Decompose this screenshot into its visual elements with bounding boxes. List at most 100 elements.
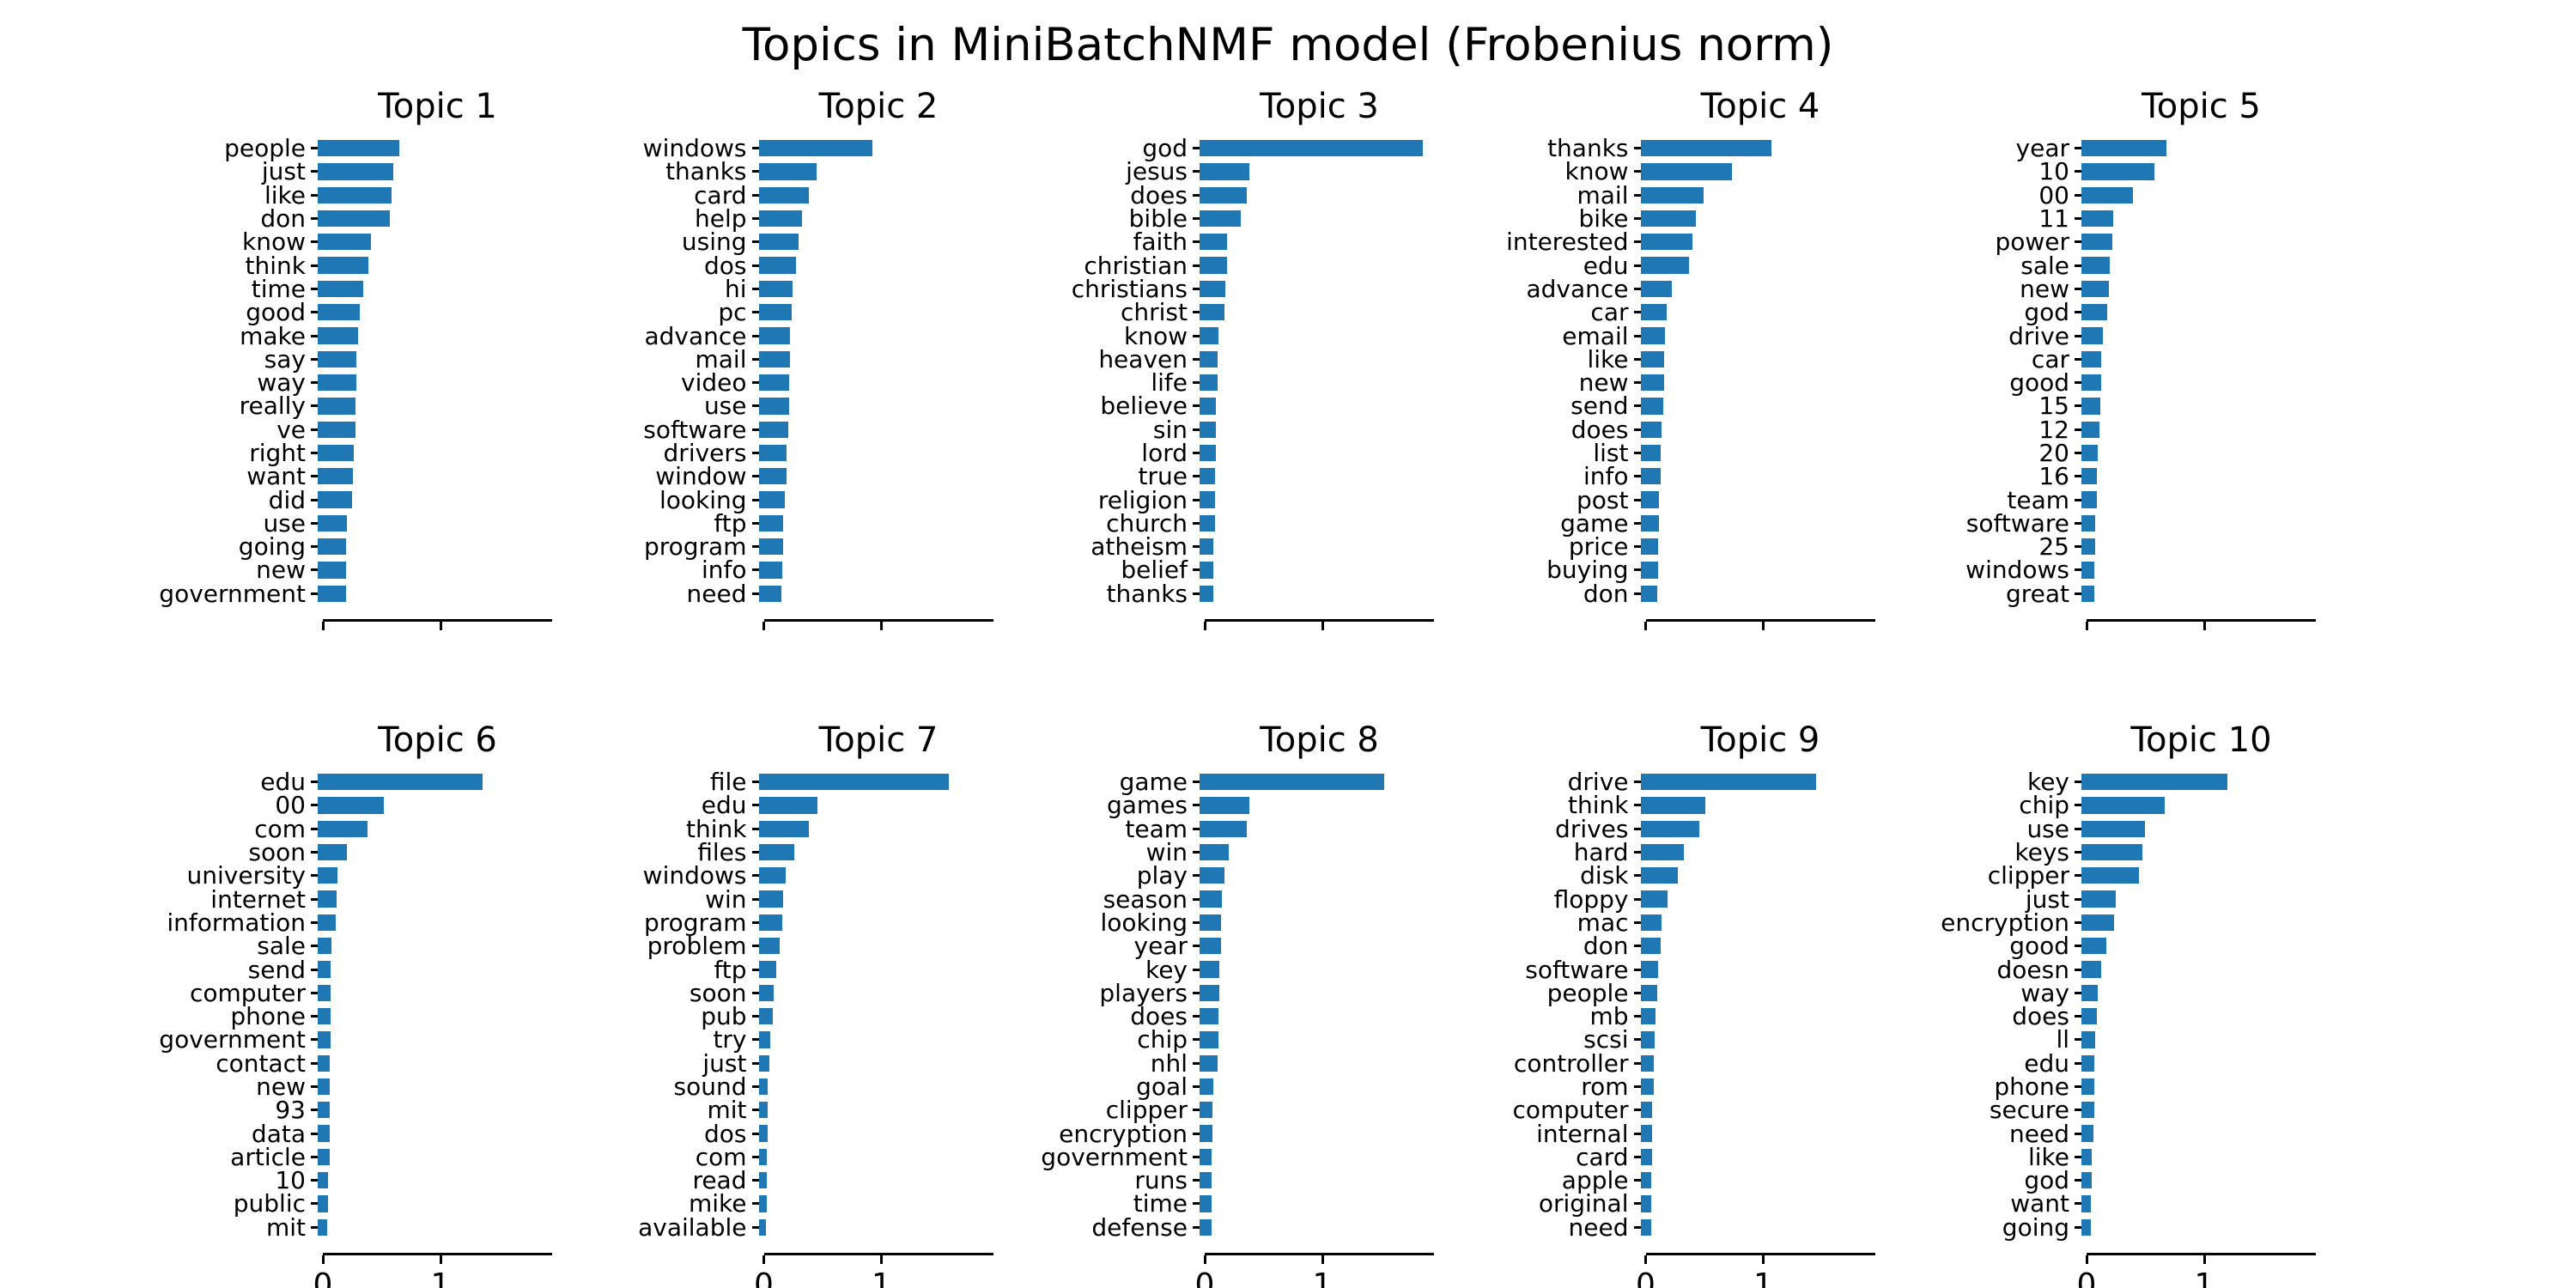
bar-row: 10 [125, 1169, 563, 1193]
y-tick-mark [311, 428, 318, 431]
bar-track [1640, 488, 1874, 511]
bar-row: send [1449, 394, 1886, 418]
y-tick-mark [1633, 1155, 1641, 1158]
bar-row: university [125, 864, 563, 888]
weight-bar [758, 304, 792, 321]
bar-row: religion [1007, 488, 1445, 512]
y-tick-mark [2075, 264, 2081, 267]
y-axis-label: chip [1137, 1025, 1188, 1054]
bar-row: phone [1889, 1075, 2327, 1099]
y-axis-label: 15 [2038, 392, 2069, 421]
bar-row: good [1889, 371, 2327, 395]
y-axis-label: secure [1989, 1096, 2069, 1125]
y-tick-mark [311, 1179, 318, 1182]
x-tick-mark [321, 621, 325, 630]
weight-bar [2081, 843, 2143, 861]
y-tick-mark [1633, 592, 1641, 595]
bar-track [758, 535, 993, 558]
y-tick-mark [2075, 428, 2081, 431]
bar-row: use [125, 511, 563, 535]
weight-bar [2081, 914, 2115, 932]
bar-track [1200, 817, 1433, 841]
bar-row: going [1889, 1215, 2327, 1239]
y-tick-mark [751, 1085, 759, 1088]
weight-bar [2081, 398, 2100, 415]
y-axis-label: sin [1152, 415, 1188, 444]
bar-group: people just like don know think time good make sa… [125, 137, 563, 605]
bar-row: drives [1449, 817, 1886, 841]
subplot-topic-6: Topic 6 edu 00 com soon university internet inf… [125, 715, 563, 1288]
weight-bar [2081, 374, 2102, 392]
weight-bar [2081, 938, 2106, 955]
bar-row: mac [1449, 910, 1886, 934]
y-axis-label: software [1525, 955, 1629, 984]
subplot-title: Topic 7 [818, 720, 939, 760]
y-tick-mark [1193, 240, 1200, 244]
y-axis-label: 11 [2038, 204, 2069, 234]
bar-row: edu [1889, 1051, 2327, 1075]
y-tick-mark [1633, 404, 1641, 408]
y-tick-mark [1193, 920, 1200, 924]
weight-bar [1640, 163, 1733, 180]
y-tick-mark [751, 1179, 759, 1182]
bar-track [1640, 230, 1874, 253]
y-axis-label: article [230, 1142, 306, 1171]
bar-row: software [1889, 511, 2327, 535]
bar-row: god [1889, 1169, 2327, 1193]
y-tick-mark [1193, 874, 1200, 878]
y-tick-mark [1633, 1202, 1641, 1206]
weight-bar [758, 867, 786, 884]
y-axis-label: goal [1136, 1072, 1188, 1101]
y-axis-label: great [2005, 579, 2069, 608]
bar-group: game games team win play season looking year key… [1007, 770, 1445, 1239]
bar-track [1640, 1075, 1874, 1098]
bar-group: thanks know mail bike interested edu advance ca… [1449, 137, 1886, 605]
y-axis-label: send [247, 955, 306, 984]
bar-track [758, 957, 993, 981]
bar-row: data [125, 1121, 563, 1145]
bar-row: article [125, 1145, 563, 1169]
bar-row: thanks [1007, 581, 1445, 605]
bar-row: new [1449, 368, 1886, 398]
bar-track [1200, 301, 1433, 324]
bar-row: program [567, 910, 1005, 934]
weight-bar [1640, 468, 1661, 485]
bar-track [1200, 793, 1433, 817]
y-tick-mark [751, 475, 759, 478]
bar-track [758, 277, 993, 301]
y-tick-mark [1193, 991, 1200, 994]
x-tick-label: 0 [2076, 1267, 2097, 1288]
y-axis-label: new [1578, 368, 1629, 398]
bar-track [758, 1005, 993, 1028]
bar-row: heaven [1007, 347, 1445, 371]
weight-bar [318, 210, 390, 228]
weight-bar [1640, 280, 1673, 298]
bar-row: ve [125, 417, 563, 441]
weight-bar [1200, 444, 1217, 462]
y-tick-mark [751, 945, 759, 948]
weight-bar [318, 398, 355, 415]
bar-track [318, 1075, 551, 1098]
x-tick-mark [762, 1255, 765, 1264]
bar-row: drive [1449, 770, 1886, 794]
bar-row: government [1007, 1145, 1445, 1169]
weight-bar [1640, 984, 1657, 1001]
bar-track [318, 301, 551, 324]
weight-bar [2081, 421, 2099, 438]
y-tick-mark [1193, 147, 1200, 150]
weight-bar [318, 1078, 330, 1096]
figure-suptitle: Topics in MiniBatchNMF model (Frobenius … [742, 19, 1834, 71]
weight-bar [1640, 961, 1659, 978]
weight-bar [1200, 421, 1217, 438]
weight-bar [1640, 491, 1660, 508]
bar-row: buying [1449, 558, 1886, 582]
bar-track [758, 441, 993, 465]
y-tick-mark [2075, 311, 2081, 314]
weight-bar [1200, 1172, 1212, 1189]
y-axis-label: dos [704, 1119, 747, 1148]
y-tick-mark [751, 827, 759, 830]
bar-track [2081, 793, 2315, 817]
